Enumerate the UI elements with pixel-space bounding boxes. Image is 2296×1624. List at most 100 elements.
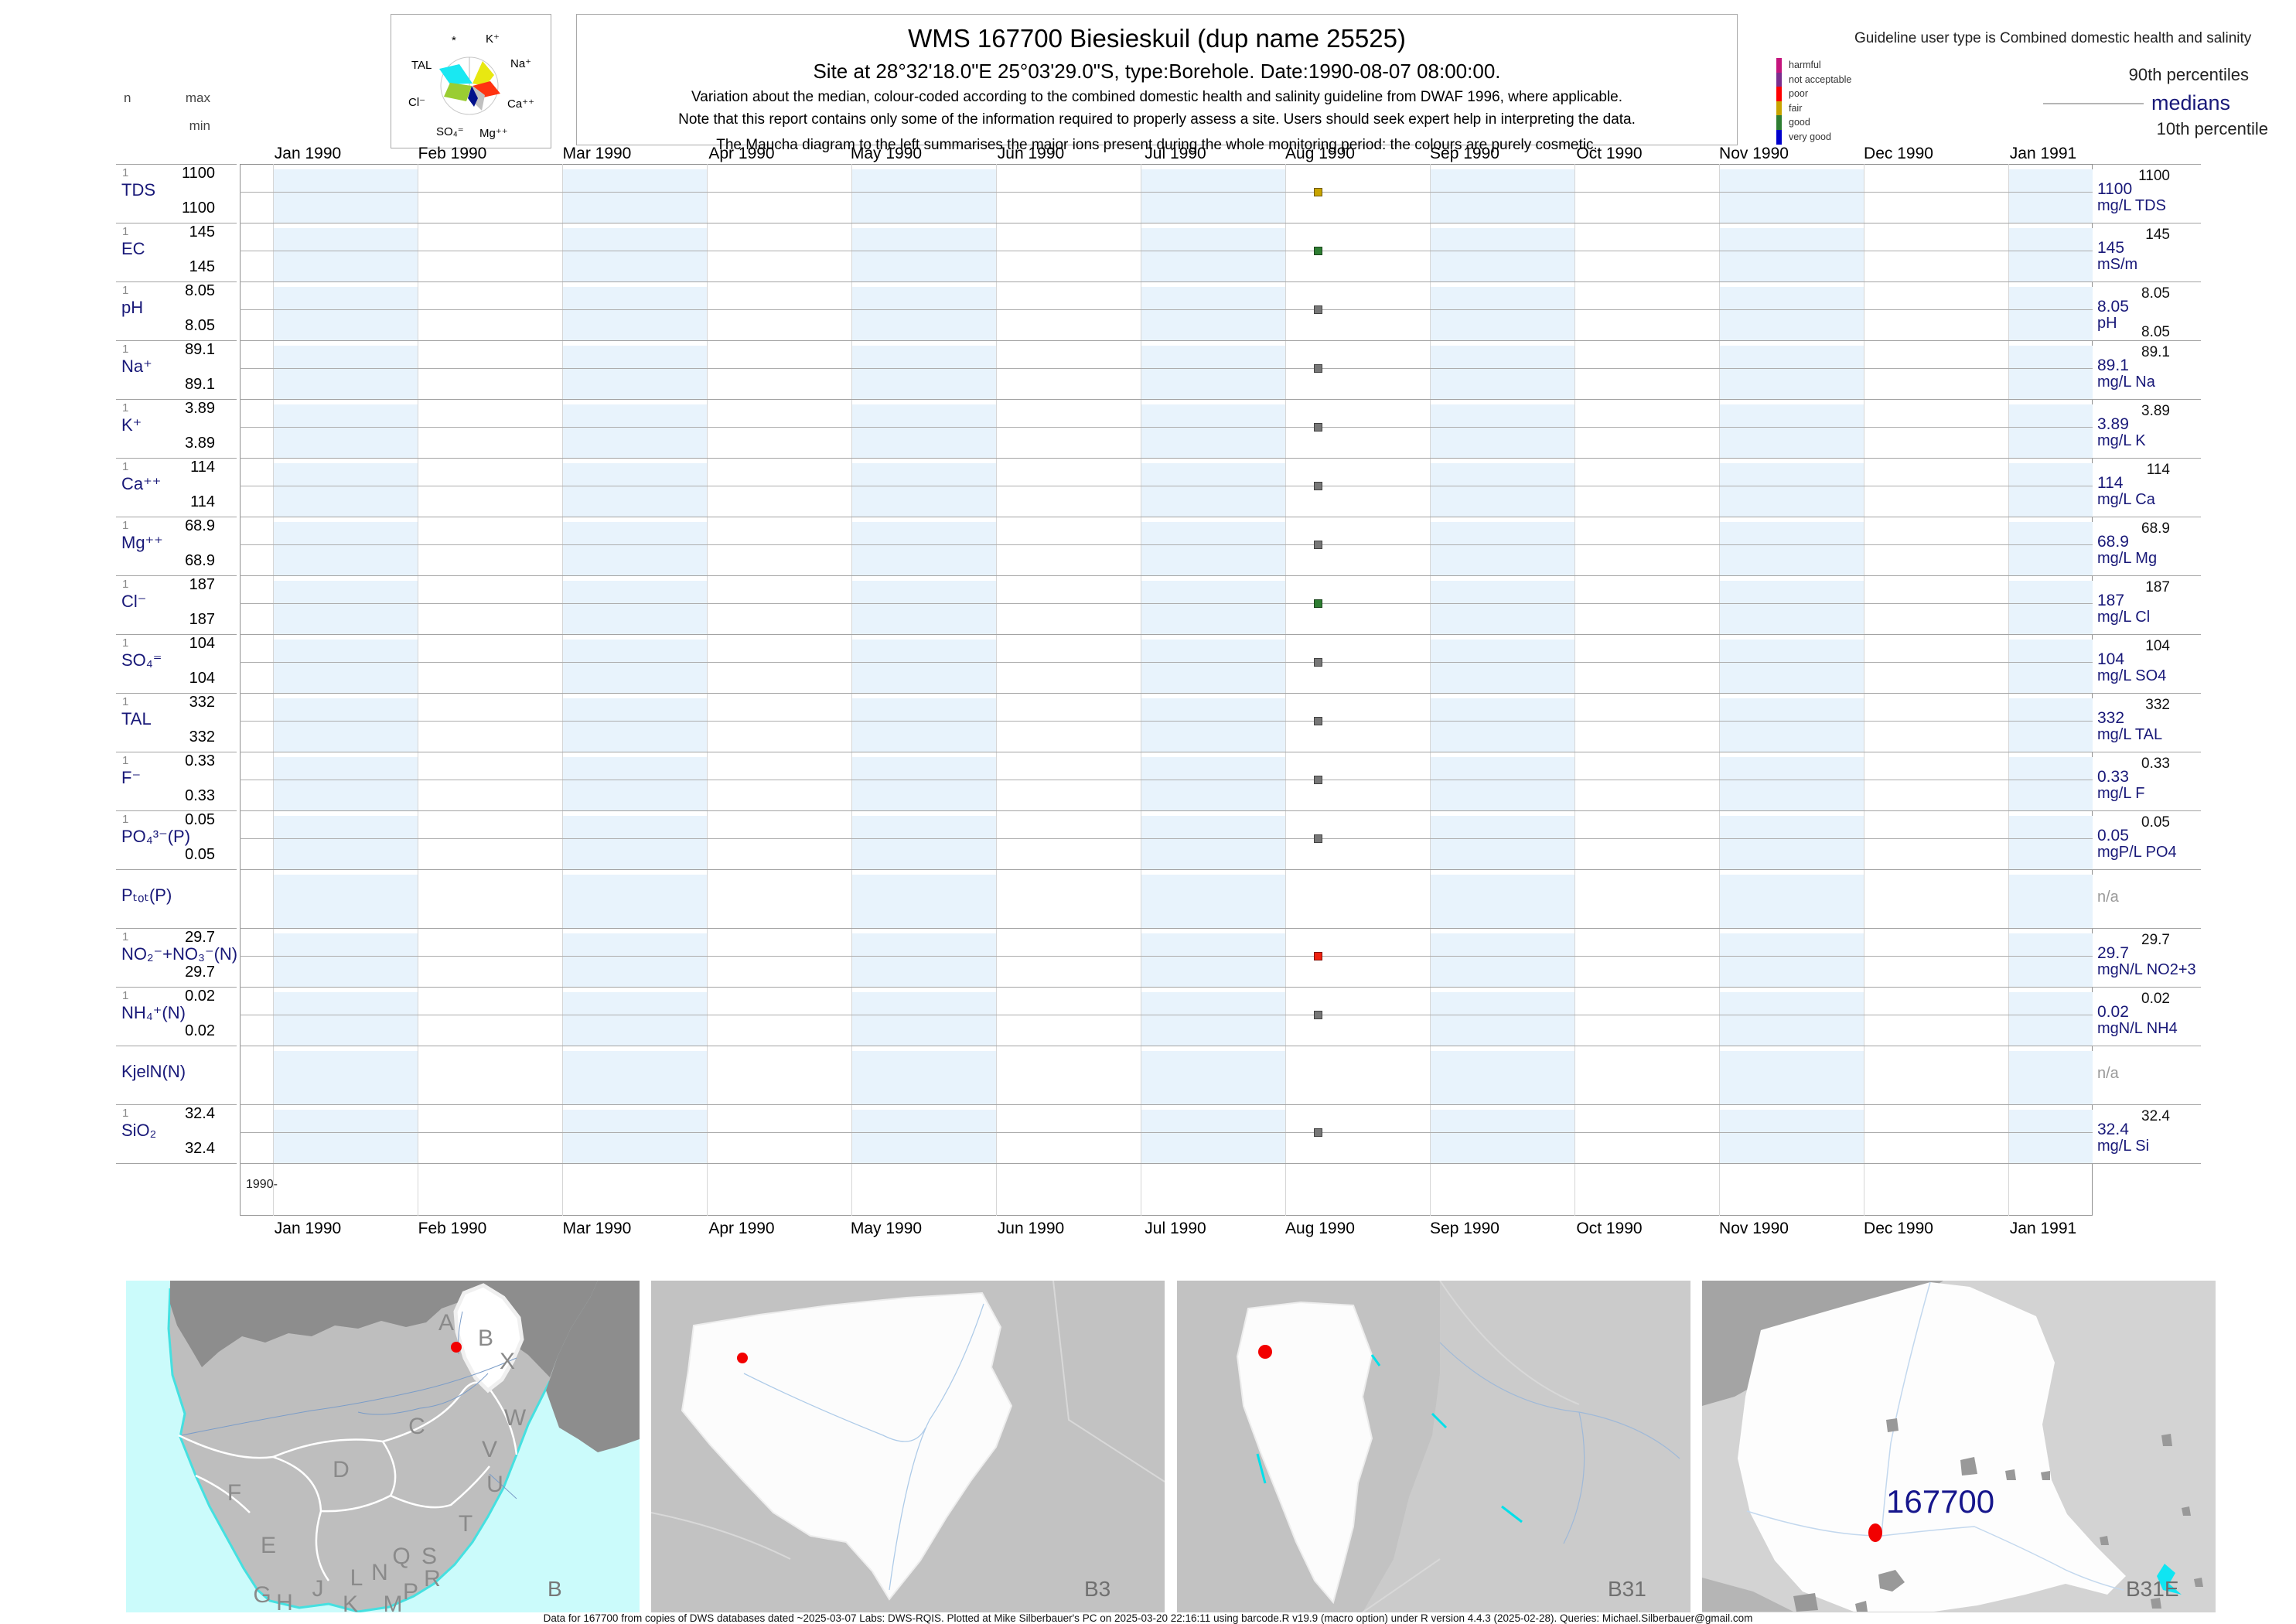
month-stripe: [1430, 816, 1574, 869]
median-line: [240, 721, 2093, 722]
month-stripe: [2008, 757, 2093, 810]
month-stripe: [273, 698, 418, 752]
param-n: 1: [122, 1107, 129, 1120]
row-unit: mgP/L PO4: [2097, 844, 2177, 861]
p90-label: 90th percentiles: [2128, 65, 2249, 84]
param-max: 68.9: [185, 517, 215, 534]
month-stripe: [1430, 757, 1574, 810]
maucha-label-ca: Ca⁺⁺: [507, 97, 535, 111]
row-boundary-line-right: [2093, 1104, 2201, 1105]
month-stripe: [562, 816, 707, 869]
row-p90: 332: [2145, 697, 2170, 713]
legend-class-label-good: good: [1789, 117, 1810, 128]
row-median-value: 32.4: [2097, 1121, 2129, 1138]
param-max: 0.02: [185, 988, 215, 1005]
row-boundary-line: [240, 575, 2093, 576]
map-letter-X: X: [500, 1349, 515, 1374]
median-line: [240, 662, 2093, 663]
month-stripe: [1430, 404, 1574, 458]
row-boundary-line-left: [116, 634, 237, 635]
month-stripe: [1430, 1110, 1574, 1163]
month-stripe: [2008, 169, 2093, 223]
row-boundary-line: [240, 869, 2093, 870]
legend-class-swatch-fair: [1776, 101, 1782, 116]
month-stripe: [1141, 698, 1285, 752]
site-dot-map-b3: [737, 1353, 748, 1363]
month-stripe: [2008, 640, 2093, 693]
row-median-value: 68.9: [2097, 533, 2129, 551]
month-label-bottom: Sep 1990: [1430, 1220, 1499, 1237]
maucha-label-tal: TAL: [411, 59, 432, 72]
month-stripe: [851, 816, 996, 869]
param-label: SO₄⁼: [121, 650, 162, 670]
row-boundary-line-left: [116, 458, 237, 459]
row-boundary-line-left: [116, 1104, 237, 1105]
month-stripe: [2008, 698, 2093, 752]
year-tick-label: 1990-: [246, 1178, 278, 1191]
row-boundary-line-right: [2093, 458, 2201, 459]
month-stripe: [273, 228, 418, 281]
map-letter-L: L: [350, 1565, 363, 1591]
data-point-marker: [1314, 599, 1322, 608]
month-stripe: [2008, 346, 2093, 399]
row-na: n/a: [2097, 889, 2119, 906]
month-stripe: [562, 404, 707, 458]
month-stripe: [273, 581, 418, 634]
month-stripe: [1141, 522, 1285, 575]
map-letter-P: P: [403, 1579, 418, 1605]
param-max: 89.1: [185, 341, 215, 358]
month-stripe: [1430, 346, 1574, 399]
data-point-marker: [1314, 1128, 1322, 1137]
row-boundary-line: [240, 399, 2093, 400]
row-unit: mg/L SO4: [2097, 667, 2167, 684]
month-stripe: [1141, 404, 1285, 458]
param-label: NH₄⁺(N): [121, 1003, 186, 1022]
month-gridline: [1574, 164, 1575, 1216]
map-letter-W: W: [504, 1405, 527, 1431]
param-n: 1: [122, 343, 129, 356]
month-stripe: [273, 640, 418, 693]
month-stripe: [851, 757, 996, 810]
month-stripe: [562, 875, 707, 928]
month-stripe: [1430, 933, 1574, 987]
data-point-marker: [1314, 658, 1322, 667]
month-label-top: May 1990: [850, 145, 923, 162]
month-stripe: [1719, 933, 1864, 987]
map-letter-U: U: [486, 1472, 503, 1497]
month-stripe: [562, 1051, 707, 1104]
param-min: 89.1: [185, 376, 215, 393]
row-boundary-line: [240, 1163, 2093, 1164]
param-label: K⁺: [121, 415, 142, 435]
row-median-value: 8.05: [2097, 298, 2129, 316]
month-label-bottom: Oct 1990: [1576, 1220, 1643, 1237]
data-point-marker: [1314, 952, 1322, 960]
legend-class-label-harmful: harmful: [1789, 60, 1821, 70]
month-stripe: [851, 346, 996, 399]
param-min: 29.7: [185, 964, 215, 981]
row-boundary-line: [240, 810, 2093, 811]
median-line: [240, 427, 2093, 428]
row-boundary-line-left: [116, 928, 237, 929]
month-stripe: [1719, 816, 1864, 869]
row-median-value: 29.7: [2097, 944, 2129, 962]
row-boundary-line-right: [2093, 693, 2201, 694]
row-unit: mg/L K: [2097, 432, 2146, 449]
row-unit: mg/L TAL: [2097, 726, 2163, 743]
month-stripe: [1719, 992, 1864, 1046]
param-n: 1: [122, 166, 129, 179]
maucha-diagram: * K⁺ TAL Na⁺ Cl⁻ Ca⁺⁺ SO₄⁼ Mg⁺⁺: [391, 14, 551, 148]
month-stripe: [851, 1110, 996, 1163]
param-max: 1100: [181, 165, 215, 182]
note-line-3: The Maucha diagram to the left summarise…: [716, 137, 1598, 153]
locator-map-b31: B31: [1177, 1281, 1690, 1612]
map-b31e-label: B31E: [2126, 1577, 2179, 1601]
month-label-top: Dec 1990: [1864, 145, 1933, 162]
row-p90: 145: [2145, 227, 2170, 243]
row-boundary-line-right: [2093, 987, 2201, 988]
data-point-marker: [1314, 305, 1322, 314]
month-stripe: [2008, 816, 2093, 869]
param-label: KjelN(N): [121, 1062, 186, 1081]
map-letter-T: T: [459, 1511, 473, 1537]
month-stripe: [1719, 287, 1864, 340]
locator-map-b3: B3: [651, 1281, 1165, 1612]
